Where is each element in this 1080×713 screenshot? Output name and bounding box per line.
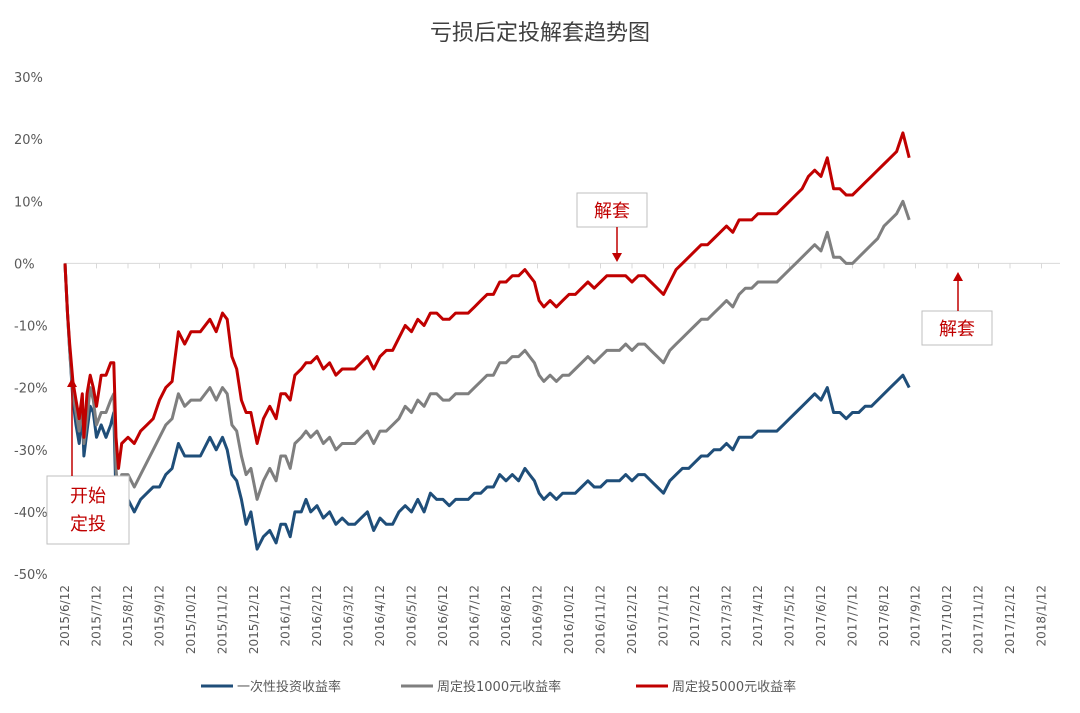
annotation-label: 解套 xyxy=(939,319,975,340)
x-tick-label: 2016/7/12 xyxy=(468,585,482,647)
series-line-1 xyxy=(63,263,911,551)
x-tick-label: 2016/6/12 xyxy=(436,585,450,647)
x-tick-label: 2015/11/12 xyxy=(216,585,230,654)
x-tick-label: 2015/8/12 xyxy=(121,585,135,647)
legend-item: 一次性投资收益率 xyxy=(201,679,341,695)
x-tick-label: 2016/10/12 xyxy=(562,585,576,654)
annotation-callout: 解套 xyxy=(576,192,648,262)
annotation-arrowhead xyxy=(612,253,622,262)
y-tick-label: -20% xyxy=(14,382,48,397)
x-tick-label: 2016/5/12 xyxy=(405,585,419,647)
series-line-3 xyxy=(63,131,911,470)
x-tick-label: 2015/6/12 xyxy=(58,585,72,647)
x-tick-label: 2016/4/12 xyxy=(373,585,387,647)
x-tick-label: 2017/8/12 xyxy=(877,585,891,647)
annotation-label: 解套 xyxy=(594,201,630,222)
series-line-2 xyxy=(63,199,911,501)
x-tick-label: 2017/10/12 xyxy=(940,585,954,654)
annotation-label: 开始 xyxy=(70,486,106,507)
x-tick-label: 2016/3/12 xyxy=(342,585,356,647)
legend: 一次性投资收益率 周定投1000元收益率 周定投5000元收益率 xyxy=(201,679,796,695)
x-tick-label: 2017/7/12 xyxy=(846,585,860,647)
x-tick-label: 2017/9/12 xyxy=(909,585,923,647)
y-tick-label: -40% xyxy=(14,506,48,521)
y-tick-label: 0% xyxy=(14,257,35,272)
x-tick-label: 2017/4/12 xyxy=(751,585,765,647)
legend-label: 周定投5000元收益率 xyxy=(672,679,796,695)
y-tick-label: 30% xyxy=(14,71,43,86)
annotation-callout: 解套 xyxy=(921,272,993,346)
annotation-arrowhead xyxy=(67,378,77,387)
y-axis: -50% -40% -30% -20% -10% 0% 10% 20% 30% xyxy=(14,71,48,583)
series-layer xyxy=(63,131,911,551)
y-tick-label: -50% xyxy=(14,568,48,583)
legend-item: 周定投1000元收益率 xyxy=(401,679,561,695)
y-tick-label: 20% xyxy=(14,133,43,148)
legend-label: 周定投1000元收益率 xyxy=(437,679,561,695)
x-axis: 2015/6/12 2015/7/12 2015/8/12 2015/9/12 2015… xyxy=(58,262,1060,654)
annotation-label: 定投 xyxy=(70,514,106,535)
x-tick-label: 2017/11/12 xyxy=(972,585,986,654)
chart-title: 亏损后定投解套趋势图 xyxy=(430,21,650,46)
x-tick-label: 2015/7/12 xyxy=(90,585,104,647)
y-tick-label: 10% xyxy=(14,195,43,210)
x-tick-label: 2015/12/12 xyxy=(247,585,261,654)
x-tick-label: 2016/9/12 xyxy=(531,585,545,647)
x-tick-label: 2017/1/12 xyxy=(657,585,671,647)
x-tick-label: 2015/10/12 xyxy=(184,585,198,654)
annotation-box xyxy=(921,310,993,346)
x-tick-label: 2017/5/12 xyxy=(783,585,797,647)
x-tick-label: 2017/3/12 xyxy=(720,585,734,647)
x-tick-label: 2016/1/12 xyxy=(279,585,293,647)
annotation-box xyxy=(576,192,648,228)
x-tick-label: 2017/2/12 xyxy=(688,585,702,647)
legend-item: 周定投5000元收益率 xyxy=(636,679,796,695)
y-tick-label: -10% xyxy=(14,320,48,335)
y-tick-label: -30% xyxy=(14,444,48,459)
x-tick-label: 2017/6/12 xyxy=(814,585,828,647)
x-tick-label: 2015/9/12 xyxy=(153,585,167,647)
x-tick-label: 2016/2/12 xyxy=(310,585,324,647)
x-tick-label: 2018/1/12 xyxy=(1035,585,1049,647)
x-tick-label: 2016/8/12 xyxy=(499,585,513,647)
annotation-box xyxy=(46,475,130,545)
x-tick-label: 2016/12/12 xyxy=(625,585,639,654)
x-tick-label: 2017/12/12 xyxy=(1003,585,1017,654)
x-tick-label: 2016/11/12 xyxy=(594,585,608,654)
legend-label: 一次性投资收益率 xyxy=(237,679,341,695)
annotation-arrowhead xyxy=(953,272,963,281)
